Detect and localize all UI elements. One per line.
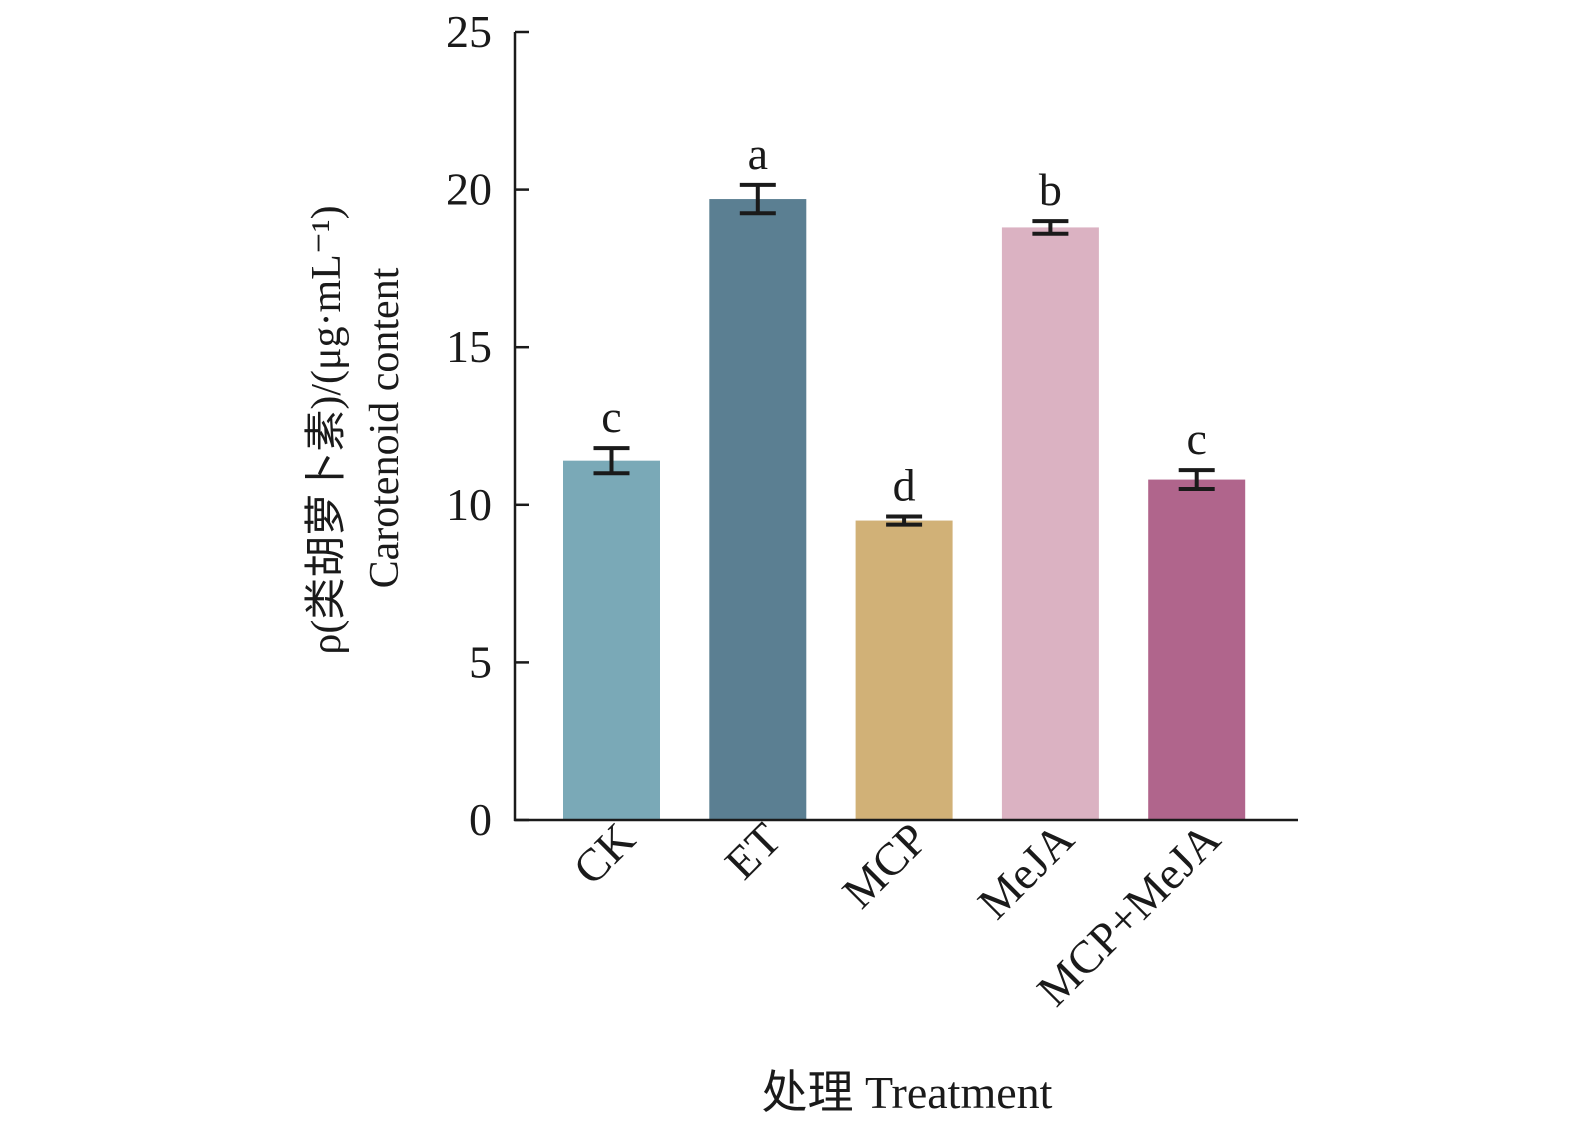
y-axis: 0 5 10 15 20 25: [446, 6, 529, 845]
significance-letter: c: [601, 391, 621, 442]
x-tick-label: CK: [563, 813, 644, 894]
x-tick-label: MCP: [832, 813, 937, 918]
significance-letter: c: [1186, 413, 1206, 464]
x-axis-label: 处理 Treatment: [762, 1067, 1053, 1118]
bar-ck: [563, 460, 660, 820]
error-bar: [1178, 468, 1215, 492]
error-bar: [886, 514, 923, 527]
x-tick-label: MeJA: [968, 813, 1084, 929]
significance-letter: d: [893, 459, 916, 510]
y-tick-label: 15: [446, 321, 492, 372]
bar-mcp-meja: [1148, 479, 1246, 820]
bar-meja: [1001, 227, 1099, 820]
y-tick-label: 20: [446, 164, 492, 215]
y-axis-label-line1: ρ(类胡萝卜素)/(μg·mL⁻¹): [304, 205, 350, 654]
error-bar: [1032, 219, 1069, 236]
error-bar: [739, 182, 776, 216]
y-axis-label-line2: Carotenoid content: [362, 267, 408, 588]
bar-mcp: [855, 520, 953, 820]
y-tick-label: 5: [469, 636, 492, 687]
x-tick-label: ET: [715, 813, 791, 889]
y-tick-label: 25: [446, 6, 492, 57]
significance-letter: b: [1039, 164, 1062, 215]
bar-et: [709, 199, 807, 820]
significance-letter: a: [748, 128, 768, 179]
bars: c a d b c: [563, 128, 1246, 820]
y-tick-label: 0: [469, 794, 492, 845]
error-bar: [593, 446, 630, 476]
y-tick-label: 10: [446, 479, 492, 530]
